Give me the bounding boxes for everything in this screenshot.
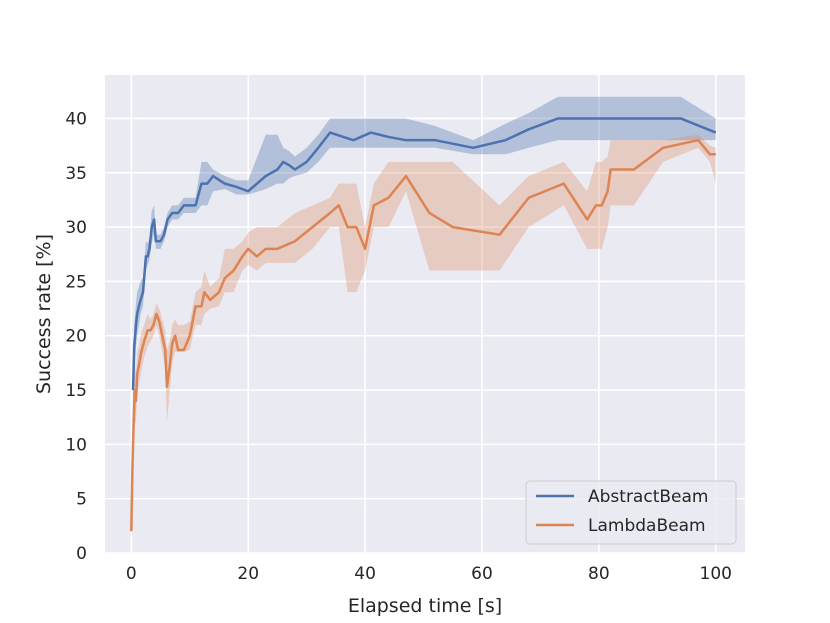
- band-lambdabeam: [131, 134, 716, 537]
- confidence-bands: [131, 96, 716, 537]
- y-tick-label: 30: [65, 218, 87, 238]
- series-lines: [130, 117, 717, 532]
- x-tick-label: 60: [471, 564, 493, 584]
- x-tick-label: 0: [126, 564, 137, 584]
- grid-lines: [105, 75, 745, 554]
- y-tick-labels: 0 5 10 15 20 25 30 35 40: [65, 109, 87, 564]
- line-lambdabeam: [130, 138, 716, 532]
- y-tick-label: 15: [65, 381, 87, 401]
- plot-background: [105, 75, 745, 553]
- y-axis-label: Success rate [%]: [33, 234, 55, 394]
- legend: AbstractBeam LambdaBeam: [525, 480, 737, 545]
- y-tick-label: 25: [65, 272, 87, 292]
- legend-box: [525, 480, 737, 545]
- x-tick-label: 20: [237, 564, 259, 584]
- line-abstractbeam: [131, 117, 717, 391]
- legend-label-lambdabeam: LambdaBeam: [588, 516, 706, 536]
- band-abstractbeam: [133, 96, 716, 412]
- x-axis-label: Elapsed time [s]: [348, 595, 502, 617]
- y-tick-label: 10: [65, 435, 87, 455]
- y-tick-label: 35: [65, 164, 87, 184]
- x-tick-label: 80: [588, 564, 610, 584]
- x-tick-label: 100: [700, 564, 732, 584]
- legend-label-abstractbeam: AbstractBeam: [588, 487, 708, 507]
- y-tick-label: 5: [76, 490, 87, 510]
- y-tick-label: 20: [65, 327, 87, 347]
- x-tick-label: 40: [354, 564, 376, 584]
- y-tick-label: 0: [76, 544, 87, 564]
- x-tick-labels: 0 20 40 60 80 100: [126, 564, 732, 584]
- y-tick-label: 40: [65, 109, 87, 129]
